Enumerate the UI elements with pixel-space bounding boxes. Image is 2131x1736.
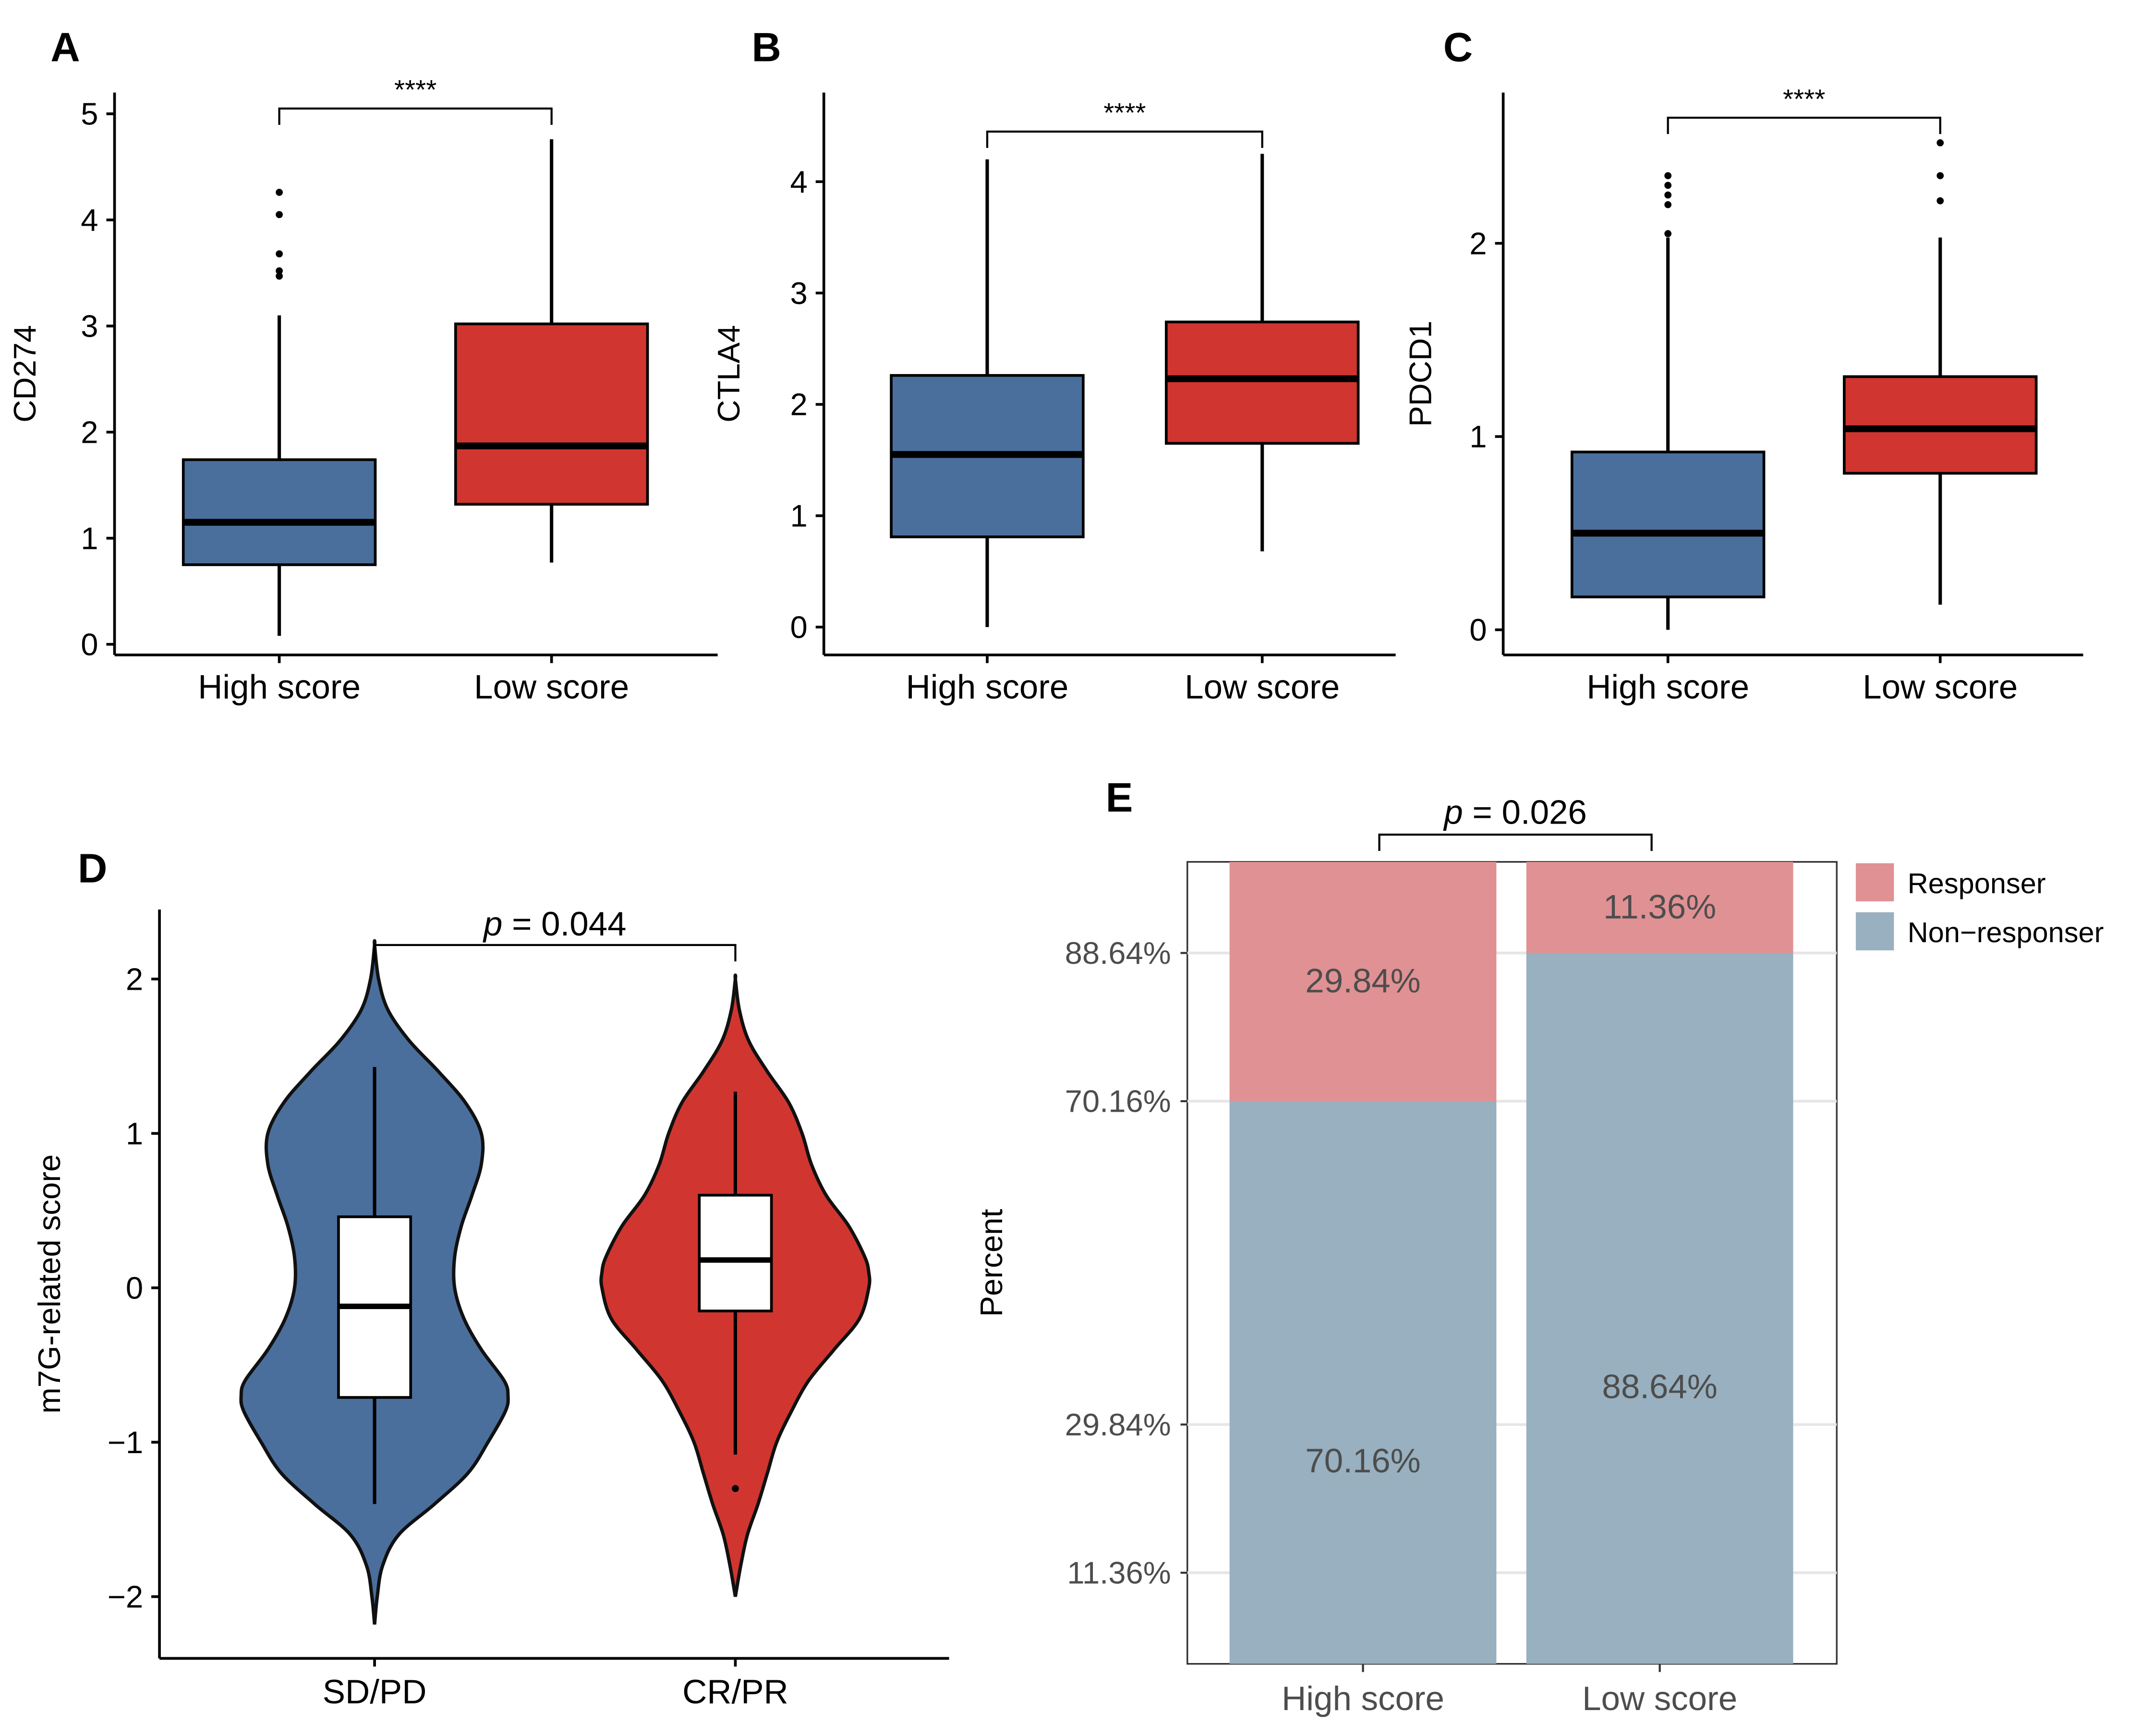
- panel-C: C 0 1 2 PDCD1 High score Low score ****: [1403, 25, 2083, 706]
- outlier-point: [276, 250, 283, 257]
- y-tick-label: 70.16%: [1065, 1084, 1171, 1119]
- box-1: [1842, 375, 2038, 475]
- y-tick-label: 3: [81, 309, 98, 344]
- significance-bracket: [986, 130, 1263, 148]
- y-tick-label: 88.64%: [1065, 935, 1171, 971]
- bar-non-responser: [1229, 1101, 1497, 1664]
- box-0: [182, 458, 377, 566]
- outlier-point: [276, 267, 283, 275]
- significance-stars: ****: [394, 75, 436, 105]
- y-tick-label: 4: [81, 203, 98, 238]
- bar-value-label: 88.64%: [1602, 1368, 1717, 1406]
- p-value: = 0.026: [1463, 793, 1587, 831]
- panels-root: A 0 1 2 3 4 5 CD274 High score Low score **** B 0 1 2 3…: [7, 25, 2104, 1718]
- y-tick-label: −1: [108, 1425, 143, 1460]
- y-tick-label: 2: [126, 961, 143, 996]
- x-tick-label: Low score: [1185, 668, 1340, 706]
- panel-E: E 11.36% 29.84% 70.16% 88.64% Percent 70.16% 29…: [974, 775, 2104, 1718]
- significance-bracket: [373, 944, 737, 961]
- panel-label-C: C: [1443, 25, 1473, 71]
- outlier-point: [1664, 172, 1671, 180]
- y-tick-label: 0: [1469, 612, 1487, 647]
- outlier-point: [732, 1485, 739, 1493]
- x-tick-label: High score: [1586, 668, 1749, 706]
- x-tick-label: Low score: [1863, 668, 2018, 706]
- panel-D: D −2 −1 0 1 2 m7G-related score SD/PD CR/PR p = 0…: [32, 846, 949, 1711]
- bar-non-responser: [1526, 953, 1793, 1664]
- outlier-point: [1937, 139, 1944, 146]
- y-tick-label: 0: [81, 627, 98, 662]
- legend-label: Responser: [1908, 867, 2046, 899]
- y-axis-title: CD274: [7, 325, 42, 423]
- outlier-point: [1937, 172, 1944, 180]
- outlier-point: [1664, 191, 1671, 199]
- y-axis-title: m7G-related score: [32, 1154, 67, 1414]
- x-tick-label: High score: [1282, 1680, 1444, 1718]
- box-1: [1164, 320, 1360, 445]
- y-axis-title: PDCD1: [1403, 321, 1438, 427]
- outlier-point: [276, 211, 283, 219]
- y-tick-label: 0: [126, 1270, 143, 1305]
- y-tick-label: 4: [790, 164, 807, 199]
- legend-label: Non−responser: [1908, 916, 2104, 948]
- y-axis-title: Percent: [974, 1209, 1009, 1317]
- box-1: [698, 1193, 773, 1312]
- outlier-point: [276, 272, 283, 280]
- y-tick-label: 2: [1469, 226, 1487, 261]
- bar-value-label: 29.84%: [1305, 962, 1420, 1000]
- x-tick-label: Low score: [474, 668, 629, 706]
- significance-stars: ****: [1103, 98, 1146, 128]
- p-symbol: p: [483, 905, 502, 943]
- panel-label-E: E: [1106, 775, 1133, 821]
- y-tick-label: 5: [81, 97, 98, 132]
- outlier-point: [1937, 197, 1944, 205]
- x-tick-label: CR/PR: [682, 1673, 788, 1711]
- y-tick-label: 2: [790, 387, 807, 422]
- outlier-point: [1664, 230, 1671, 237]
- panel-label-D: D: [78, 846, 107, 891]
- y-tick-label: 3: [790, 276, 807, 311]
- significance-bracket: [1378, 833, 1653, 851]
- panel-B: B 0 1 2 3 4 CTLA4 High score Low score ****: [711, 25, 1396, 706]
- y-tick-label: 0: [790, 609, 807, 644]
- y-tick-label: 1: [126, 1116, 143, 1151]
- legend-key: [1855, 863, 1894, 901]
- x-tick-label: High score: [906, 668, 1069, 706]
- y-tick-label: 1: [1469, 419, 1487, 454]
- panel-label-B: B: [751, 25, 781, 71]
- y-tick-label: 1: [790, 498, 807, 534]
- outlier-point: [1664, 182, 1671, 189]
- y-tick-label: 1: [81, 521, 98, 556]
- box-1: [454, 322, 649, 506]
- significance-bracket: [1667, 116, 1941, 134]
- outlier-point: [276, 189, 283, 196]
- box-0: [1570, 450, 1766, 598]
- panel-label-A: A: [50, 25, 80, 71]
- y-axis-title: CTLA4: [711, 325, 746, 423]
- p-value: = 0.044: [502, 905, 626, 943]
- significance-stars: ****: [1783, 84, 1825, 114]
- x-tick-label: Low score: [1582, 1680, 1737, 1718]
- p-value-label: p = 0.026: [1443, 793, 1587, 831]
- p-value-label: p = 0.044: [483, 905, 627, 943]
- y-tick-label: 11.36%: [1067, 1555, 1171, 1590]
- y-tick-label: 2: [81, 414, 98, 449]
- bar-value-label: 70.16%: [1305, 1442, 1420, 1480]
- bar-responser: [1526, 862, 1793, 953]
- legend-key: [1855, 912, 1894, 951]
- bar-responser: [1229, 862, 1497, 1102]
- p-symbol: p: [1443, 793, 1463, 831]
- x-tick-label: High score: [198, 668, 361, 706]
- y-tick-label: 29.84%: [1065, 1407, 1171, 1442]
- outlier-point: [1664, 201, 1671, 208]
- x-tick-label: SD/PD: [323, 1673, 427, 1711]
- significance-bracket: [278, 107, 553, 125]
- bar-value-label: 11.36%: [1603, 888, 1716, 926]
- panel-A: A 0 1 2 3 4 5 CD274 High score Low score ****: [7, 25, 718, 706]
- y-tick-label: −2: [108, 1579, 143, 1614]
